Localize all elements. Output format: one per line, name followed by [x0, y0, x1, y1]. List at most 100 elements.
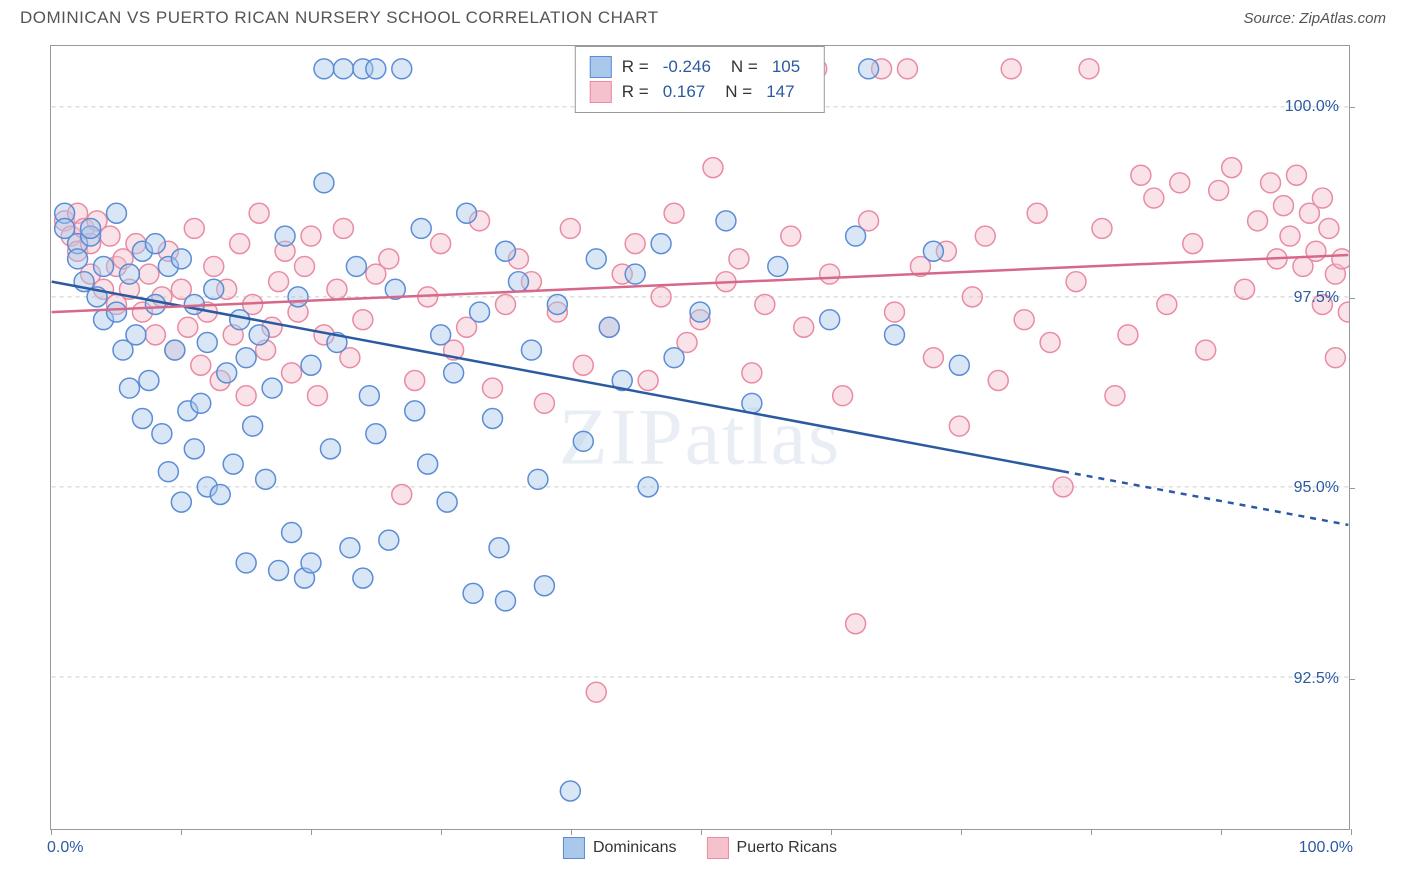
- scatter-point-puerto_ricans: [100, 226, 120, 246]
- scatter-point-dominicans: [742, 393, 762, 413]
- scatter-point-dominicans: [470, 302, 490, 322]
- scatter-point-puerto_ricans: [534, 393, 554, 413]
- y-tick: [1349, 679, 1355, 680]
- scatter-point-dominicans: [599, 317, 619, 337]
- scatter-point-puerto_ricans: [1261, 173, 1281, 193]
- scatter-point-dominicans: [366, 59, 386, 79]
- scatter-point-dominicans: [197, 333, 217, 353]
- scatter-point-puerto_ricans: [897, 59, 917, 79]
- scatter-point-puerto_ricans: [1092, 218, 1112, 238]
- scatter-point-dominicans: [243, 416, 263, 436]
- scatter-point-puerto_ricans: [178, 317, 198, 337]
- r-value: -0.246: [663, 57, 711, 77]
- scatter-point-dominicans: [314, 59, 334, 79]
- y-tick: [1349, 298, 1355, 299]
- scatter-point-puerto_ricans: [846, 614, 866, 634]
- scatter-point-dominicans: [145, 294, 165, 314]
- scatter-point-puerto_ricans: [236, 386, 256, 406]
- scatter-point-puerto_ricans: [282, 363, 302, 383]
- y-tick-label: 92.5%: [1294, 670, 1339, 688]
- source-label: Source: ZipAtlas.com: [1243, 10, 1386, 27]
- scatter-point-puerto_ricans: [729, 249, 749, 269]
- y-tick-label: 95.0%: [1294, 479, 1339, 497]
- scatter-point-dominicans: [496, 241, 516, 261]
- scatter-point-puerto_ricans: [573, 355, 593, 375]
- scatter-point-dominicans: [275, 226, 295, 246]
- scatter-point-puerto_ricans: [1144, 188, 1164, 208]
- scatter-point-dominicans: [586, 249, 606, 269]
- y-tick-label: 100.0%: [1285, 98, 1339, 116]
- scatter-point-dominicans: [68, 249, 88, 269]
- scatter-point-dominicans: [204, 279, 224, 299]
- scatter-point-puerto_ricans: [742, 363, 762, 383]
- scatter-point-puerto_ricans: [1040, 333, 1060, 353]
- scatter-point-dominicans: [411, 218, 431, 238]
- scatter-point-dominicans: [301, 553, 321, 573]
- scatter-point-puerto_ricans: [1183, 234, 1203, 254]
- scatter-point-dominicans: [230, 310, 250, 330]
- scatter-point-puerto_ricans: [1118, 325, 1138, 345]
- x-tick: [441, 829, 442, 835]
- scatter-point-dominicans: [269, 561, 289, 581]
- scatter-point-dominicans: [145, 234, 165, 254]
- scatter-point-dominicans: [139, 371, 159, 391]
- scatter-point-puerto_ricans: [833, 386, 853, 406]
- chart-plot-area: ZIPatlas R =-0.246 N =105 R =0.167 N =14…: [50, 45, 1350, 830]
- scatter-point-puerto_ricans: [327, 279, 347, 299]
- scatter-point-puerto_ricans: [885, 302, 905, 322]
- scatter-point-puerto_ricans: [184, 218, 204, 238]
- scatter-point-dominicans: [256, 469, 276, 489]
- scatter-point-puerto_ricans: [301, 226, 321, 246]
- x-tick: [1221, 829, 1222, 835]
- scatter-point-dominicans: [366, 424, 386, 444]
- scatter-point-puerto_ricans: [1248, 211, 1268, 231]
- scatter-point-puerto_ricans: [379, 249, 399, 269]
- scatter-point-puerto_ricans: [431, 234, 451, 254]
- scatter-point-dominicans: [923, 241, 943, 261]
- scatter-point-puerto_ricans: [755, 294, 775, 314]
- scatter-point-dominicans: [119, 378, 139, 398]
- scatter-point-dominicans: [573, 431, 593, 451]
- scatter-point-dominicans: [210, 485, 230, 505]
- scatter-point-dominicans: [483, 409, 503, 429]
- x-tick: [571, 829, 572, 835]
- x-tick: [701, 829, 702, 835]
- n-value: 147: [766, 82, 794, 102]
- bottom-legend: DominicansPuerto Ricans: [563, 837, 837, 859]
- scatter-point-puerto_ricans: [794, 317, 814, 337]
- scatter-point-puerto_ricans: [1196, 340, 1216, 360]
- scatter-point-dominicans: [885, 325, 905, 345]
- scatter-point-dominicans: [716, 211, 736, 231]
- scatter-point-dominicans: [184, 439, 204, 459]
- scatter-point-puerto_ricans: [1325, 348, 1345, 368]
- scatter-plot-svg: [51, 46, 1349, 829]
- scatter-point-dominicans: [444, 363, 464, 383]
- scatter-point-dominicans: [236, 553, 256, 573]
- legend-item: Puerto Ricans: [707, 837, 838, 859]
- scatter-point-dominicans: [768, 256, 788, 276]
- scatter-point-dominicans: [191, 393, 211, 413]
- scatter-point-dominicans: [405, 401, 425, 421]
- r-value: 0.167: [663, 82, 706, 102]
- scatter-point-dominicans: [107, 203, 127, 223]
- scatter-point-dominicans: [320, 439, 340, 459]
- scatter-point-puerto_ricans: [820, 264, 840, 284]
- scatter-point-puerto_ricans: [1157, 294, 1177, 314]
- scatter-point-dominicans: [392, 59, 412, 79]
- r-label: R =: [622, 57, 649, 77]
- scatter-point-dominicans: [217, 363, 237, 383]
- x-tick: [311, 829, 312, 835]
- scatter-point-dominicans: [625, 264, 645, 284]
- scatter-point-dominicans: [560, 781, 580, 801]
- scatter-point-dominicans: [359, 386, 379, 406]
- y-tick: [1349, 488, 1355, 489]
- scatter-point-dominicans: [521, 340, 541, 360]
- x-tick: [51, 829, 52, 835]
- x-tick: [1351, 829, 1352, 835]
- scatter-point-puerto_ricans: [1170, 173, 1190, 193]
- scatter-point-puerto_ricans: [1280, 226, 1300, 246]
- scatter-point-dominicans: [333, 59, 353, 79]
- scatter-point-puerto_ricans: [145, 325, 165, 345]
- scatter-point-dominicans: [94, 256, 114, 276]
- scatter-point-dominicans: [288, 287, 308, 307]
